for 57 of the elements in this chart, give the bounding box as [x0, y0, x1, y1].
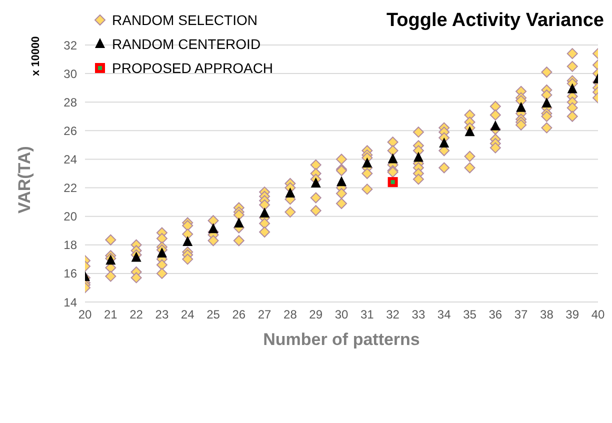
x-tick-label: 33	[412, 308, 426, 322]
point	[388, 177, 398, 188]
chart-title: Toggle Activity Variance	[386, 10, 604, 32]
point	[388, 153, 398, 164]
x-tick-label: 25	[206, 308, 220, 322]
point	[260, 207, 270, 218]
x-tick-label: 30	[334, 308, 348, 322]
legend-label: PROPOSED APPROACH	[112, 60, 274, 76]
y-tick-label: 26	[64, 124, 78, 138]
x-tick-label: 31	[360, 308, 374, 322]
x-tick-label: 37	[514, 308, 528, 322]
point	[413, 152, 424, 162]
point	[310, 177, 321, 188]
point	[208, 223, 218, 234]
x-tick-label: 27	[258, 308, 272, 322]
y-tick-label: 20	[64, 210, 78, 224]
x-tick-label: 34	[437, 308, 452, 322]
x-tick-label: 23	[155, 308, 169, 322]
y-tick-label: 30	[64, 66, 78, 81]
point	[464, 126, 475, 136]
x-tick-label: 36	[488, 308, 502, 322]
point	[542, 98, 552, 108]
x-tick-label: 38	[540, 308, 554, 322]
point	[234, 217, 244, 228]
x-tick-label: 28	[284, 308, 298, 322]
x-tick-label: 40	[591, 308, 605, 322]
x-tick-label: 29	[309, 308, 323, 322]
y-tick-label: 22	[64, 181, 78, 196]
y-tick-label: 28	[64, 95, 78, 110]
x-tick-label: 32	[386, 308, 400, 322]
point	[182, 236, 193, 246]
y-tick-label: 24	[64, 152, 78, 166]
x-tick-label: 20	[78, 308, 92, 322]
x-tick-label: 26	[232, 308, 246, 322]
x-axis-title: Number of patterns	[263, 330, 420, 349]
point	[156, 247, 167, 258]
x-tick-label: 35	[463, 308, 477, 322]
x-tick-label: 22	[130, 308, 144, 322]
point	[362, 158, 372, 168]
point	[285, 187, 296, 198]
point	[336, 176, 346, 186]
y-tick-label: 14	[64, 295, 78, 310]
y-tick-label: 16	[64, 266, 78, 281]
point	[516, 102, 526, 112]
point	[131, 252, 142, 262]
x-tick-label: 21	[104, 308, 118, 322]
x-tick-label: 39	[566, 308, 580, 322]
y-tick-label: 18	[64, 238, 78, 252]
point	[439, 138, 450, 148]
y-axis-title: VAR(TA)	[15, 146, 34, 214]
text: x 10000	[30, 36, 42, 76]
point	[567, 83, 578, 94]
point	[490, 120, 500, 130]
legend-label: RANDOM SELECTION	[112, 12, 258, 28]
y-tick-label: 32	[64, 38, 78, 52]
x-tick-label: 24	[180, 308, 195, 322]
legend-label: RANDOM CENTEROID	[112, 36, 261, 52]
